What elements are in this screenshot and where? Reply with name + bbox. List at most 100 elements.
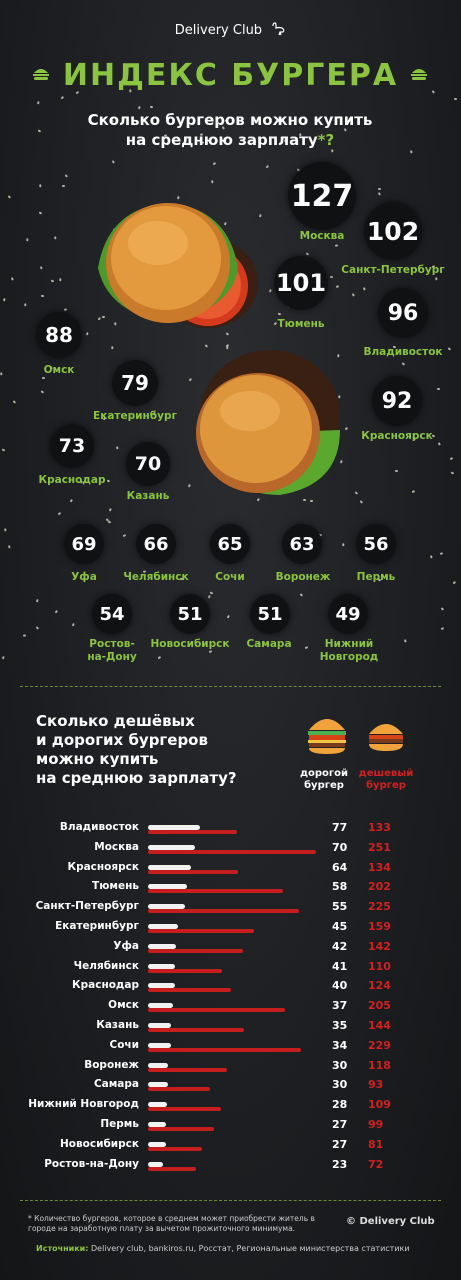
bar-cheap-value: 134 xyxy=(368,860,391,874)
bar-category-label: Краснодар xyxy=(72,979,139,992)
bar-expensive xyxy=(148,1122,166,1127)
bar-expensive-value: 45 xyxy=(332,920,348,933)
page-title: ИНДЕКС БУРГЕРА xyxy=(62,58,399,93)
bar-expensive-value: 35 xyxy=(332,1019,348,1032)
bar-cheap xyxy=(148,889,283,894)
bar-expensive xyxy=(148,1161,163,1167)
bar-expensive-value: 23 xyxy=(332,1157,348,1171)
sesame-seed xyxy=(440,607,445,611)
sources-text: Delivery club, bankiros.ru, Росстат, Рег… xyxy=(90,1244,410,1253)
bar-expensive-value: 34 xyxy=(332,1038,348,1052)
bar-category-label: Омск xyxy=(108,999,139,1012)
sesame-seed xyxy=(208,595,211,599)
sesame-seed xyxy=(35,626,40,630)
sesame-seed xyxy=(37,129,42,133)
bar-expensive-value: 40 xyxy=(332,979,348,993)
city-bubble-value: 66 xyxy=(136,524,176,564)
bar-cheap xyxy=(148,1087,210,1092)
city-bubble-value: 70 xyxy=(126,442,170,486)
city-bubble-label: Новосибирск xyxy=(150,638,230,650)
bar-expensive-value: 27 xyxy=(332,1137,348,1151)
sesame-seed xyxy=(1,448,6,452)
bar-category-label: Владивосток xyxy=(59,821,139,833)
sesame-seed xyxy=(2,656,5,660)
bar-category-label: Уфа xyxy=(113,939,139,952)
city-bubble-value: 88 xyxy=(36,312,82,358)
legend-expensive: дорогой бургер xyxy=(294,768,354,792)
bar-cheap-value: 99 xyxy=(368,1118,384,1131)
bar-cheap xyxy=(148,1127,214,1131)
bar-expensive-value: 64 xyxy=(332,860,348,874)
bar-cheap-value: 81 xyxy=(368,1137,384,1151)
bar-category-label: Пермь xyxy=(100,1118,139,1130)
city-bubble-label: Сочи xyxy=(215,571,245,583)
sesame-seed xyxy=(265,165,270,169)
bar-category-label: Казань xyxy=(96,1019,139,1031)
question-line-2: и дорогих бургеров xyxy=(36,731,208,749)
sesame-seed xyxy=(305,252,310,256)
bar-cheap-value: 205 xyxy=(368,999,391,1013)
bar-cheap-value: 133 xyxy=(368,821,391,834)
bar-expensive xyxy=(148,943,176,949)
copyright: © Delivery Club xyxy=(346,1216,435,1227)
sesame-seed xyxy=(335,285,340,288)
sesame-seed xyxy=(59,278,62,282)
city-bubble-label: Челябинск xyxy=(123,571,189,583)
sesame-seed xyxy=(4,528,7,532)
city-bubble-value: 101 xyxy=(274,256,328,310)
city-bubble-value: 96 xyxy=(378,288,428,338)
subtitle-line-2: на среднюю зарплату*? xyxy=(60,130,400,150)
bar-category-label: Москва xyxy=(94,840,139,853)
sesame-seed xyxy=(449,457,454,461)
sesame-seed xyxy=(40,266,43,270)
bar-cheap xyxy=(148,948,243,953)
bar-expensive-value: 30 xyxy=(332,1058,348,1072)
bar-expensive xyxy=(148,904,185,910)
bar-cheap-value: 109 xyxy=(368,1098,391,1112)
bar-category-label: Нижний Новгород xyxy=(28,1098,139,1111)
subtitle-line-1: Сколько бургеров можно купить xyxy=(87,111,373,129)
sesame-seed xyxy=(109,508,112,512)
question-line-1: Сколько дешёвых xyxy=(36,712,195,730)
sesame-seed xyxy=(24,303,27,307)
bar-category-label: Санкт-Петербург xyxy=(35,900,139,913)
bar-cheap xyxy=(148,1047,301,1052)
bar-cheap xyxy=(148,869,238,874)
brand-name: Delivery Club xyxy=(174,23,263,38)
bar-expensive xyxy=(148,1023,171,1028)
bar-cheap xyxy=(148,929,254,933)
city-bubble-value: 127 xyxy=(288,162,356,230)
bar-category-label: Самара xyxy=(93,1078,139,1091)
bar-expensive xyxy=(148,1141,166,1147)
bar-expensive xyxy=(148,1102,167,1108)
bar-expensive-value: 27 xyxy=(332,1118,348,1131)
city-bubble-label: Нижний Новгород xyxy=(319,638,379,663)
bar-expensive xyxy=(148,1082,168,1088)
sesame-seed xyxy=(37,101,40,105)
city-bubble-label: Тюмень xyxy=(277,318,325,330)
bar-category-label: Екатеринбург xyxy=(55,920,139,932)
footnote: * Количество бургеров, которое в среднем… xyxy=(28,1214,315,1233)
sesame-seed xyxy=(209,591,214,595)
sesame-seed xyxy=(36,599,39,603)
sesame-seed xyxy=(436,387,441,390)
bar-expensive xyxy=(148,864,191,870)
brand-header: Delivery Club xyxy=(0,22,461,38)
sesame-seed xyxy=(435,277,438,281)
sesame-seed xyxy=(450,471,455,475)
sesame-seed xyxy=(149,105,154,108)
sesame-seed xyxy=(401,362,406,366)
bar-expensive-value: 28 xyxy=(332,1098,348,1112)
city-bubble-label: Воронеж xyxy=(275,571,331,583)
bar-cheap xyxy=(148,1028,244,1032)
city-bubble-value: 102 xyxy=(364,202,422,260)
bar-cheap-value: 93 xyxy=(368,1078,384,1092)
city-bubble-label: Самара xyxy=(246,638,292,650)
legend-expensive-label: дорогой бургер xyxy=(299,768,349,791)
bar-expensive-value: 37 xyxy=(332,999,348,1013)
legend-cheap: дешевый бургер xyxy=(356,768,416,792)
bar-cheap-value: 110 xyxy=(368,959,391,973)
sesame-seed xyxy=(354,491,359,495)
sesame-seed xyxy=(334,244,339,247)
bar-cheap xyxy=(148,1107,221,1112)
